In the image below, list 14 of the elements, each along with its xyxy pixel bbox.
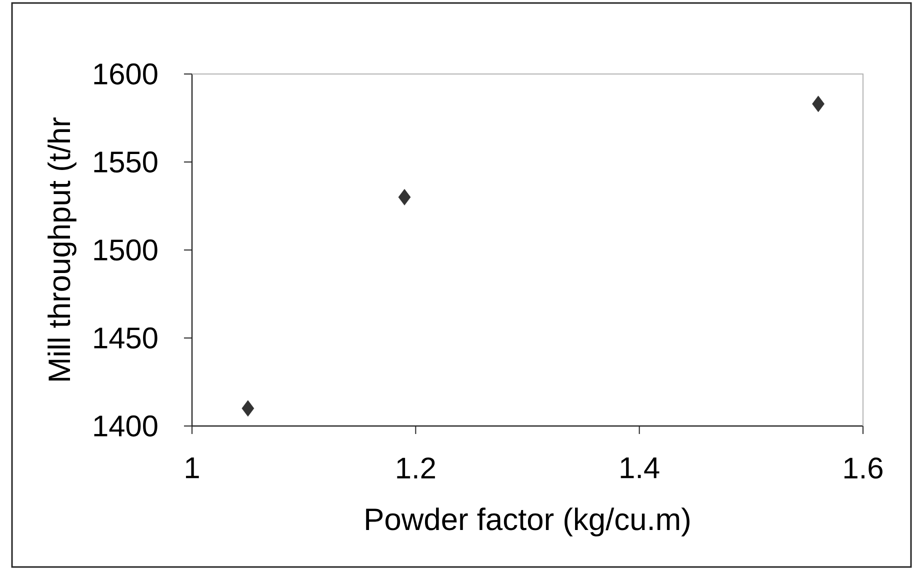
y-tick-label: 1400	[94, 415, 158, 437]
x-tick-label: 1.4	[620, 458, 660, 478]
y-tick-label: 1550	[94, 151, 158, 173]
point	[398, 188, 411, 206]
y-tick-label: 1600	[94, 63, 158, 85]
y-axis-title: Mill throughput (t/hr	[48, 118, 76, 380]
x-axis-title: Powder factor (kg/cu.m)	[366, 508, 690, 536]
y-tick-label: 1450	[94, 327, 158, 349]
y-tick-label: 1500	[94, 239, 158, 261]
point	[812, 96, 824, 112]
x-tick-label: 1.2	[397, 458, 435, 478]
x-tick-label: 1	[186, 458, 199, 478]
x-tick-label: 1.6	[844, 458, 882, 479]
point	[242, 400, 254, 417]
